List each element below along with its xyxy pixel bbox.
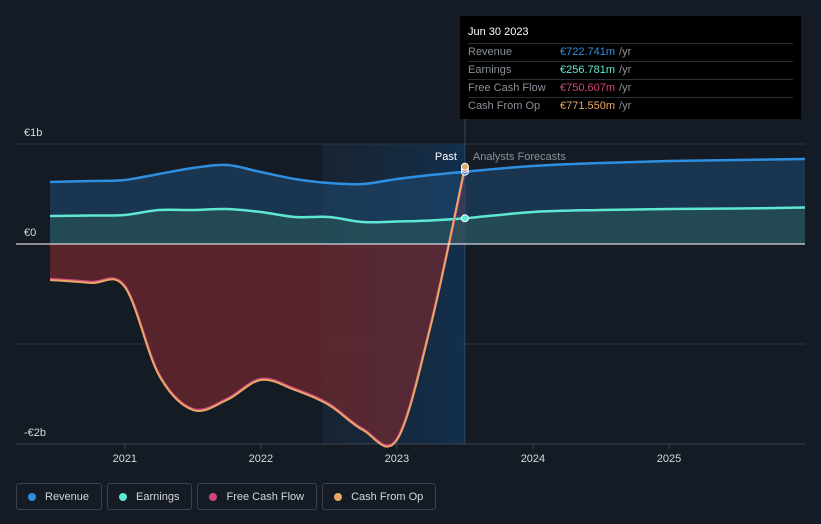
y-tick-label: €0 [24, 227, 36, 239]
tooltip-value: €722.741m [560, 46, 616, 58]
x-tick-label: 2022 [249, 453, 273, 465]
cash-from-op-line [49, 166, 466, 448]
cash-from-op-area [50, 166, 465, 447]
legend-label: Free Cash Flow [226, 490, 305, 503]
tooltip-unit: /yr [619, 100, 632, 112]
tooltip-value: €750.607m [560, 82, 616, 94]
legend-dot-icon [209, 492, 218, 501]
tooltip-label: Cash From Op [468, 100, 541, 112]
legend-dot-icon [28, 492, 36, 501]
x-tick-label: 2024 [521, 453, 545, 465]
earnings-point [460, 214, 469, 223]
tooltip-label: Revenue [468, 46, 513, 58]
y-tick-label: -€2b [24, 427, 46, 439]
cash-from-op-point [460, 162, 469, 171]
legend-label: Earnings [136, 490, 180, 503]
tooltip-label: Free Cash Flow [468, 82, 546, 94]
legend: Revenue Earnings Free Cash Flow Cash Fro… [16, 483, 437, 510]
earnings-line [49, 206, 806, 224]
tooltip-unit: /yr [619, 82, 632, 94]
tooltip-unit: /yr [619, 64, 632, 76]
revenue-line [49, 157, 806, 186]
legend-label: Cash From Op [351, 490, 424, 503]
tooltip: Jun 30 2023 Revenue €722.741m /yr Earnin… [460, 16, 801, 119]
legend-label: Revenue [45, 490, 90, 503]
legend-revenue[interactable]: Revenue [16, 483, 103, 510]
legend-dot-icon [334, 492, 343, 501]
tooltip-unit: /yr [619, 46, 632, 58]
x-tick-label: 2023 [385, 453, 409, 465]
x-tick-label: 2025 [657, 453, 681, 465]
labels: €1b €0 -€2b 2021 2022 2023 2024 2025 Past Analyst… [24, 127, 681, 465]
forecast-label: Analysts Forecasts [473, 151, 566, 163]
legend-dot-icon [119, 492, 128, 501]
areas [50, 159, 805, 447]
tooltip-row-earnings: Earnings €256.781m /yr [468, 62, 793, 80]
tooltip-row-fcf: Free Cash Flow €750.607m /yr [468, 80, 793, 98]
earnings-area [50, 207, 805, 244]
past-label: Past [435, 151, 457, 163]
lines [16, 157, 806, 448]
x-tick-label: 2021 [113, 453, 137, 465]
y-tick-label: €1b [24, 127, 42, 139]
tooltip-value: €256.781m [560, 64, 616, 76]
tooltip-date: Jun 30 2023 [468, 25, 793, 44]
tooltip-value: €771.550m [560, 100, 616, 112]
legend-cash-from-op[interactable]: Cash From Op [322, 483, 437, 510]
tooltip-label: Earnings [468, 64, 512, 76]
tooltip-row-cfo: Cash From Op €771.550m /yr [468, 98, 793, 115]
legend-free-cash-flow[interactable]: Free Cash Flow [197, 483, 318, 510]
legend-earnings[interactable]: Earnings [107, 483, 193, 510]
tooltip-row-revenue: Revenue €722.741m /yr [468, 44, 793, 62]
